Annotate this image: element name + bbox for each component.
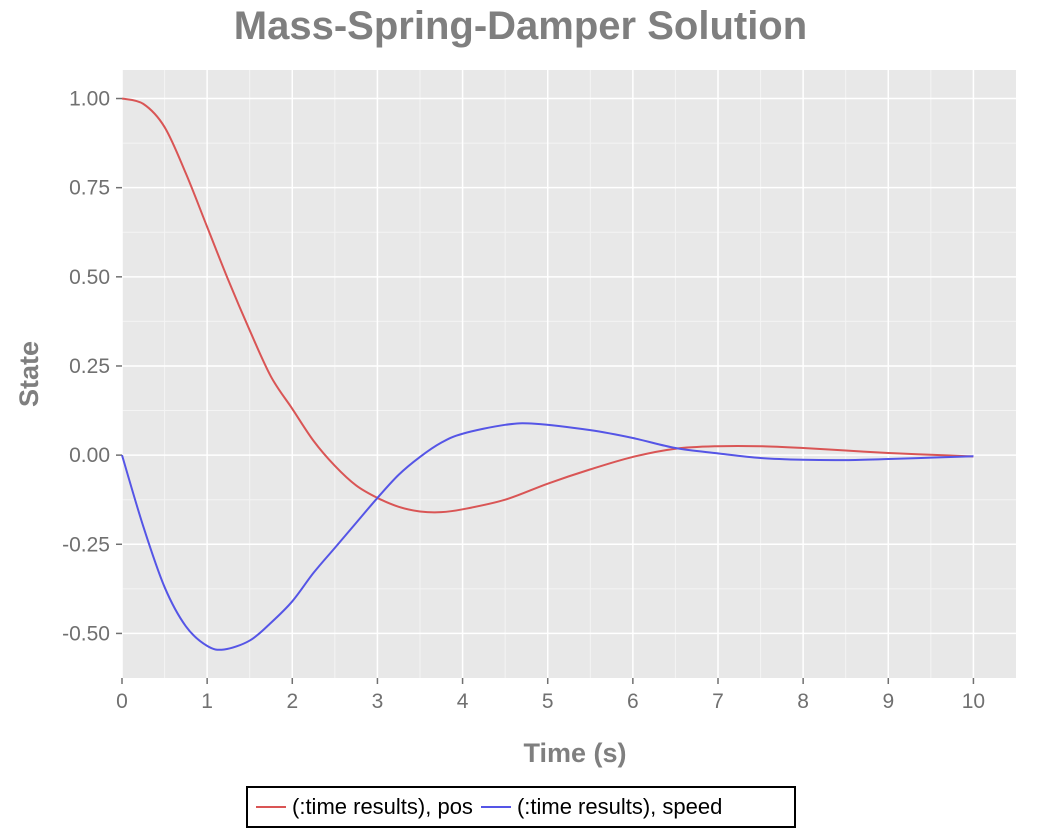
y-tick-label: 0.00 (69, 444, 110, 467)
x-tick-label: 4 (457, 690, 469, 713)
legend-label-pos: (:time results), pos (292, 794, 473, 819)
x-tick-label: 6 (627, 690, 639, 713)
x-tick-label: 7 (712, 690, 724, 713)
y-tick-label: -0.50 (62, 622, 110, 645)
x-tick-label: 0 (116, 690, 128, 713)
x-tick-label: 1 (201, 690, 213, 713)
legend-swatch-speed (480, 806, 511, 808)
y-tick-label: 0.25 (69, 355, 110, 378)
chart-title: Mass-Spring-Damper Solution (233, 4, 808, 48)
y-tick-label: -0.25 (62, 533, 110, 556)
x-tick-label: 10 (962, 690, 985, 713)
y-tick-label: 1.00 (69, 88, 110, 111)
grid (121, 70, 1016, 678)
legend-swatch-pos (256, 806, 286, 808)
axes: 0 1 2 3 4 5 6 7 8 9 10 1.00 0.75 0.50 0.25 0.00 -0.25 -0.… (62, 88, 985, 713)
x-tick-label: 2 (286, 690, 298, 713)
legend-label-speed: (:time results), speed (516, 794, 723, 819)
series-line-pos (121, 97, 974, 514)
x-tick-label: 5 (542, 690, 554, 713)
y-axis-label: State (14, 341, 44, 407)
x-tick-label: 9 (882, 690, 894, 713)
y-tick-label: 0.75 (69, 177, 110, 200)
legend-item-pos: (:time results), pos (256, 794, 473, 820)
legend-item-speed: (:time results), speed (480, 794, 723, 820)
series (121, 97, 974, 651)
plot-area (122, 70, 1016, 678)
y-tick-label: 0.50 (69, 266, 110, 289)
x-axis-label: Time (s) (523, 738, 626, 768)
legend: (:time results), pos (:time results), sp… (246, 786, 796, 828)
x-tick-label: 8 (797, 690, 809, 713)
x-tick-label: 3 (372, 690, 384, 713)
series-line-speed (121, 422, 974, 651)
